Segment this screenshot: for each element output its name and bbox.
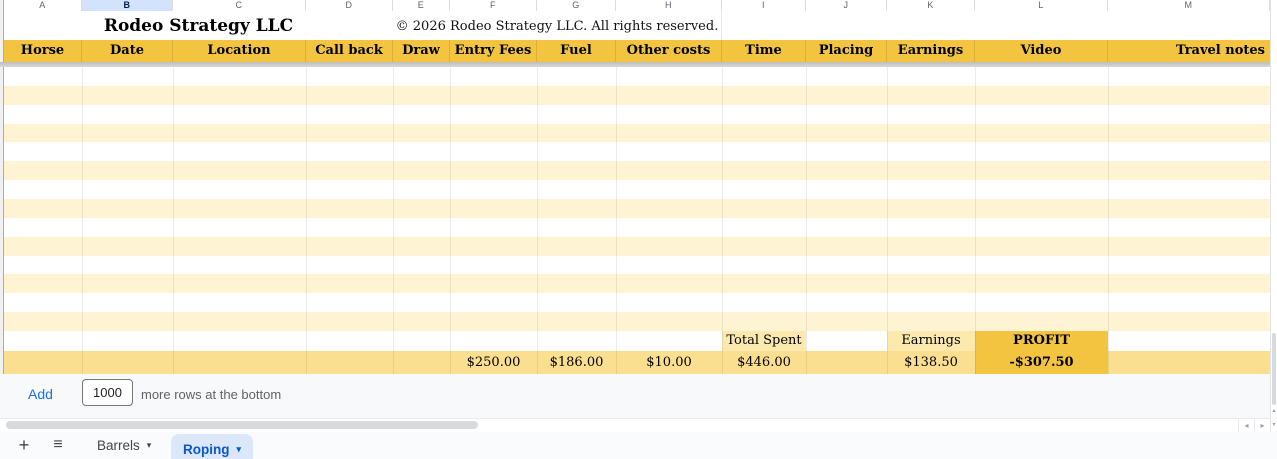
copyright-cell[interactable]: © 2026 Rodeo Strategy LLC. All rights re… [393,11,722,40]
empty-row[interactable] [4,255,1270,275]
empty-row[interactable] [4,217,1270,237]
row-header-strip [0,0,4,374]
column-header-l[interactable]: L [975,0,1108,11]
column-header-k[interactable]: K [887,0,975,11]
header-cell-date[interactable]: Date [82,40,173,62]
earnings-label-cell[interactable]: Earnings [887,331,975,351]
sheet-tab-roping[interactable]: Roping ▾ [171,434,254,459]
empty-row[interactable] [4,293,1270,313]
all-sheets-menu-icon[interactable]: ≡ [53,436,63,453]
horizontal-scrollbar-thumb[interactable] [6,421,478,429]
header-cell-entry-fees[interactable]: Entry Fees [450,40,537,62]
empty-row[interactable] [4,236,1270,256]
column-header-d[interactable]: D [306,0,393,11]
header-cell-draw[interactable]: Draw [393,40,450,62]
sheet-tab-label: Roping [183,441,230,457]
empty-row[interactable] [4,274,1270,294]
column-header-h[interactable]: H [616,0,722,11]
header-cell-time[interactable]: Time [722,40,806,62]
column-header-i[interactable]: I [722,0,806,11]
column-header-g[interactable]: G [537,0,616,11]
total-spent-label-cell[interactable]: Total Spent [722,331,806,351]
header-cell-horse[interactable]: Horse [4,40,82,62]
header-cell-fuel[interactable]: Fuel [537,40,616,62]
chevron-down-icon[interactable]: ▾ [236,443,242,454]
empty-row[interactable] [4,67,1270,86]
empty-row[interactable] [4,161,1270,181]
earnings-value-cell[interactable]: $138.50 [904,355,958,370]
header-cell-call-back[interactable]: Call back [306,40,393,62]
table-header-row: Horse Date Location Call back Draw Entry… [4,40,1270,62]
column-header-j[interactable]: J [806,0,887,11]
summary-values-row: $250.00 $186.00 $10.00 $446.00 $138.50 -… [4,351,1270,374]
header-cell-video[interactable]: Video [975,40,1108,62]
empty-row[interactable] [4,180,1270,200]
sheet-tab-barrels[interactable]: Barrels ▾ [85,432,163,459]
other-costs-total-cell[interactable]: $10.00 [646,355,692,370]
profit-value-cell[interactable]: -$307.50 [975,351,1108,374]
column-header-a[interactable]: A [4,0,82,11]
profit-label-cell[interactable]: PROFIT [975,331,1108,351]
empty-data-rows [4,67,1270,332]
add-sheet-icon[interactable]: + [18,435,30,455]
grid-footer: Add more rows at the bottom [0,374,1270,418]
horizontal-scrollbar[interactable]: ◂ ▸ [0,418,1277,432]
column-header-b-selected[interactable]: B [82,0,173,11]
frozen-rows-shadow [0,62,1270,67]
fuel-total-cell[interactable]: $186.00 [549,355,604,370]
total-spent-value-cell[interactable]: $446.00 [737,355,791,370]
vertical-scrollbar[interactable]: ▴ ▾ [1270,0,1277,432]
chevron-down-icon[interactable]: ▾ [146,440,152,450]
company-title-cell[interactable]: Rodeo Strategy LLC [103,16,294,36]
empty-row[interactable] [4,123,1270,143]
header-cell-earnings[interactable]: Earnings [887,40,975,62]
column-header-c[interactable]: C [173,0,306,11]
empty-row[interactable] [4,104,1270,124]
empty-row[interactable] [4,199,1270,218]
header-cell-travel-notes[interactable]: Travel notes [1175,43,1265,58]
header-cell-other-costs[interactable]: Other costs [616,40,722,62]
add-rows-button[interactable]: Add [28,386,53,402]
scroll-right-button[interactable]: ▸ [1254,419,1270,432]
scroll-left-button[interactable]: ◂ [1238,419,1254,432]
header-cell-location[interactable]: Location [173,40,306,62]
header-cell-placing[interactable]: Placing [806,40,887,62]
scroll-up-button[interactable]: ▴ [1272,408,1276,414]
summary-labels-row: Total Spent Earnings PROFIT [4,331,1270,351]
empty-row[interactable] [4,312,1270,332]
title-row: Rodeo Strategy LLC © 2026 Rodeo Strategy… [4,11,1270,40]
column-header-f[interactable]: F [450,0,537,11]
entry-fees-total-cell[interactable]: $250.00 [466,355,521,370]
vertical-scrollbar-thumb[interactable] [1272,333,1276,405]
sheet-tab-bar: + ≡ Barrels ▾ Roping ▾ [0,432,1277,459]
column-header-e[interactable]: E [393,0,450,11]
add-rows-suffix-label: more rows at the bottom [141,387,282,402]
column-header-m[interactable]: M [1108,0,1270,11]
sheet-tab-label: Barrels [97,438,140,453]
empty-row[interactable] [4,142,1270,162]
row-count-input[interactable] [82,379,133,406]
scroll-down-button[interactable]: ▾ [1272,422,1276,428]
empty-row[interactable] [4,85,1270,105]
